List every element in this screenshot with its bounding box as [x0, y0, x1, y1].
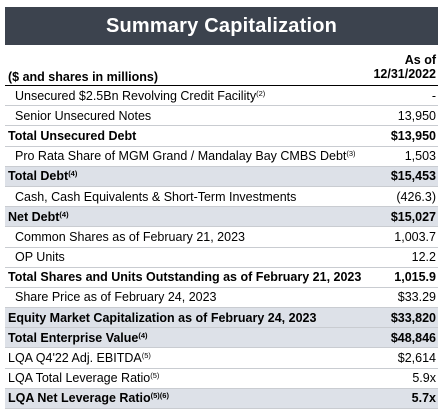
capitalization-table: ($ and shares in millions) As of 12/31/2… — [5, 50, 438, 409]
table-row: Senior Unsecured Notes 13,950 — [5, 106, 438, 127]
table-row: Total Shares and Units Outstanding as of… — [5, 268, 438, 288]
footnote-ref: (2) — [256, 88, 266, 98]
table-header: ($ and shares in millions) As of 12/31/2… — [5, 50, 438, 86]
row-label-text: OP Units — [15, 250, 65, 265]
as-of-column-header: As of 12/31/2022 — [373, 53, 436, 81]
table-row: Cash, Cash Equivalents & Short-Term Inve… — [5, 187, 438, 208]
row-label-text: Senior Unsecured Notes — [15, 108, 152, 123]
row-value: $13,950 — [390, 128, 436, 143]
row-label: Total Debt(4) — [5, 169, 391, 183]
table-row: Share Price as of February 24, 2023 $33.2… — [5, 288, 438, 309]
row-label-text: Net Debt — [8, 209, 60, 224]
table-row: LQA Total Leverage Ratio(5) 5.9x — [5, 369, 438, 389]
row-label: Share Price as of February 24, 2023 — [5, 290, 398, 304]
row-label: Net Debt(4) — [5, 210, 391, 224]
table-row: Pro Rata Share of MGM Grand / Mandalay B… — [5, 147, 438, 167]
table-title: Summary Capitalization — [5, 7, 438, 45]
footnote-ref: (5)(6) — [150, 391, 169, 401]
row-value: 5.9x — [412, 371, 436, 386]
row-label: Common Shares as of February 21, 2023 — [5, 230, 394, 244]
row-label: Total Enterprise Value(4) — [5, 331, 391, 345]
row-label: LQA Total Leverage Ratio(5) — [5, 371, 412, 385]
table-row: Total Debt(4) $15,453 — [5, 166, 438, 187]
row-value: $15,453 — [390, 169, 436, 184]
row-label: Pro Rata Share of MGM Grand / Mandalay B… — [5, 149, 405, 163]
row-label: Unsecured $2.5Bn Revolving Credit Facili… — [5, 89, 432, 103]
table-row: Total Enterprise Value(4) $48,846 — [5, 328, 438, 349]
as-of-date: 12/31/2022 — [373, 67, 436, 81]
table-row: Equity Market Capitalization as of Febru… — [5, 308, 438, 329]
row-label-text: Total Shares and Units Outstanding as of… — [8, 270, 362, 285]
row-label-text: Share Price as of February 24, 2023 — [15, 290, 217, 305]
footnote-ref: (4) — [59, 209, 69, 219]
footnote-ref: (4) — [138, 330, 148, 340]
table-row: LQA Q4'22 Adj. EBITDA(5) $2,614 — [5, 348, 438, 369]
row-label-text: LQA Q4'22 Adj. EBITDA — [8, 351, 142, 366]
row-label-text: Total Unsecured Debt — [8, 128, 137, 143]
row-value: (426.3) — [396, 189, 436, 204]
row-value: $33,820 — [390, 310, 436, 325]
table-row: LQA Net Leverage Ratio(5)(6) 5.7x — [5, 388, 438, 409]
row-value: $33.29 — [397, 290, 436, 305]
row-label: Equity Market Capitalization as of Febru… — [5, 311, 391, 325]
row-value: - — [431, 88, 436, 103]
row-label-text: Total Enterprise Value — [8, 330, 139, 345]
row-label: LQA Net Leverage Ratio(5)(6) — [5, 391, 412, 405]
row-value: 12.2 — [411, 250, 436, 265]
row-label: OP Units — [5, 250, 412, 264]
row-label-text: Cash, Cash Equivalents & Short-Term Inve… — [15, 189, 297, 204]
row-label: Senior Unsecured Notes — [5, 109, 398, 123]
table-row: Total Unsecured Debt $13,950 — [5, 126, 438, 147]
table-row: OP Units 12.2 — [5, 248, 438, 268]
row-label-text: Total Debt — [8, 169, 69, 184]
footnote-ref: (3) — [346, 149, 356, 159]
units-label: ($ and shares in millions) — [8, 70, 159, 84]
row-value: 5.7x — [411, 391, 436, 406]
row-label-text: Common Shares as of February 21, 2023 — [15, 229, 245, 244]
row-value: $2,614 — [397, 351, 436, 366]
row-label: LQA Q4'22 Adj. EBITDA(5) — [5, 351, 398, 365]
footnote-ref: (5) — [150, 371, 160, 381]
row-label: Total Unsecured Debt — [5, 129, 391, 143]
row-value: 13,950 — [397, 108, 436, 123]
row-label: Cash, Cash Equivalents & Short-Term Inve… — [5, 190, 396, 204]
row-label-text: Pro Rata Share of MGM Grand / Mandalay B… — [15, 149, 347, 164]
table-row: Unsecured $2.5Bn Revolving Credit Facili… — [5, 86, 438, 107]
row-value: 1,015.9 — [394, 270, 436, 285]
table-row: Net Debt(4) $15,027 — [5, 207, 438, 228]
row-value: 1,003.7 — [394, 229, 436, 244]
footnote-ref: (5) — [141, 351, 151, 361]
footnote-ref: (4) — [68, 169, 78, 179]
row-label-text: LQA Net Leverage Ratio — [8, 391, 151, 406]
row-value: $48,846 — [390, 330, 436, 345]
row-label-text: LQA Total Leverage Ratio — [8, 371, 151, 386]
table-row: Common Shares as of February 21, 2023 1,0… — [5, 227, 438, 248]
row-label-text: Unsecured $2.5Bn Revolving Credit Facili… — [15, 88, 257, 103]
row-value: 1,503 — [404, 149, 436, 164]
row-label: Total Shares and Units Outstanding as of… — [5, 270, 394, 284]
as-of-label: As of — [404, 53, 436, 67]
table-body: Unsecured $2.5Bn Revolving Credit Facili… — [5, 86, 438, 409]
row-label-text: Equity Market Capitalization as of Febru… — [8, 310, 317, 325]
row-value: $15,027 — [390, 209, 436, 224]
